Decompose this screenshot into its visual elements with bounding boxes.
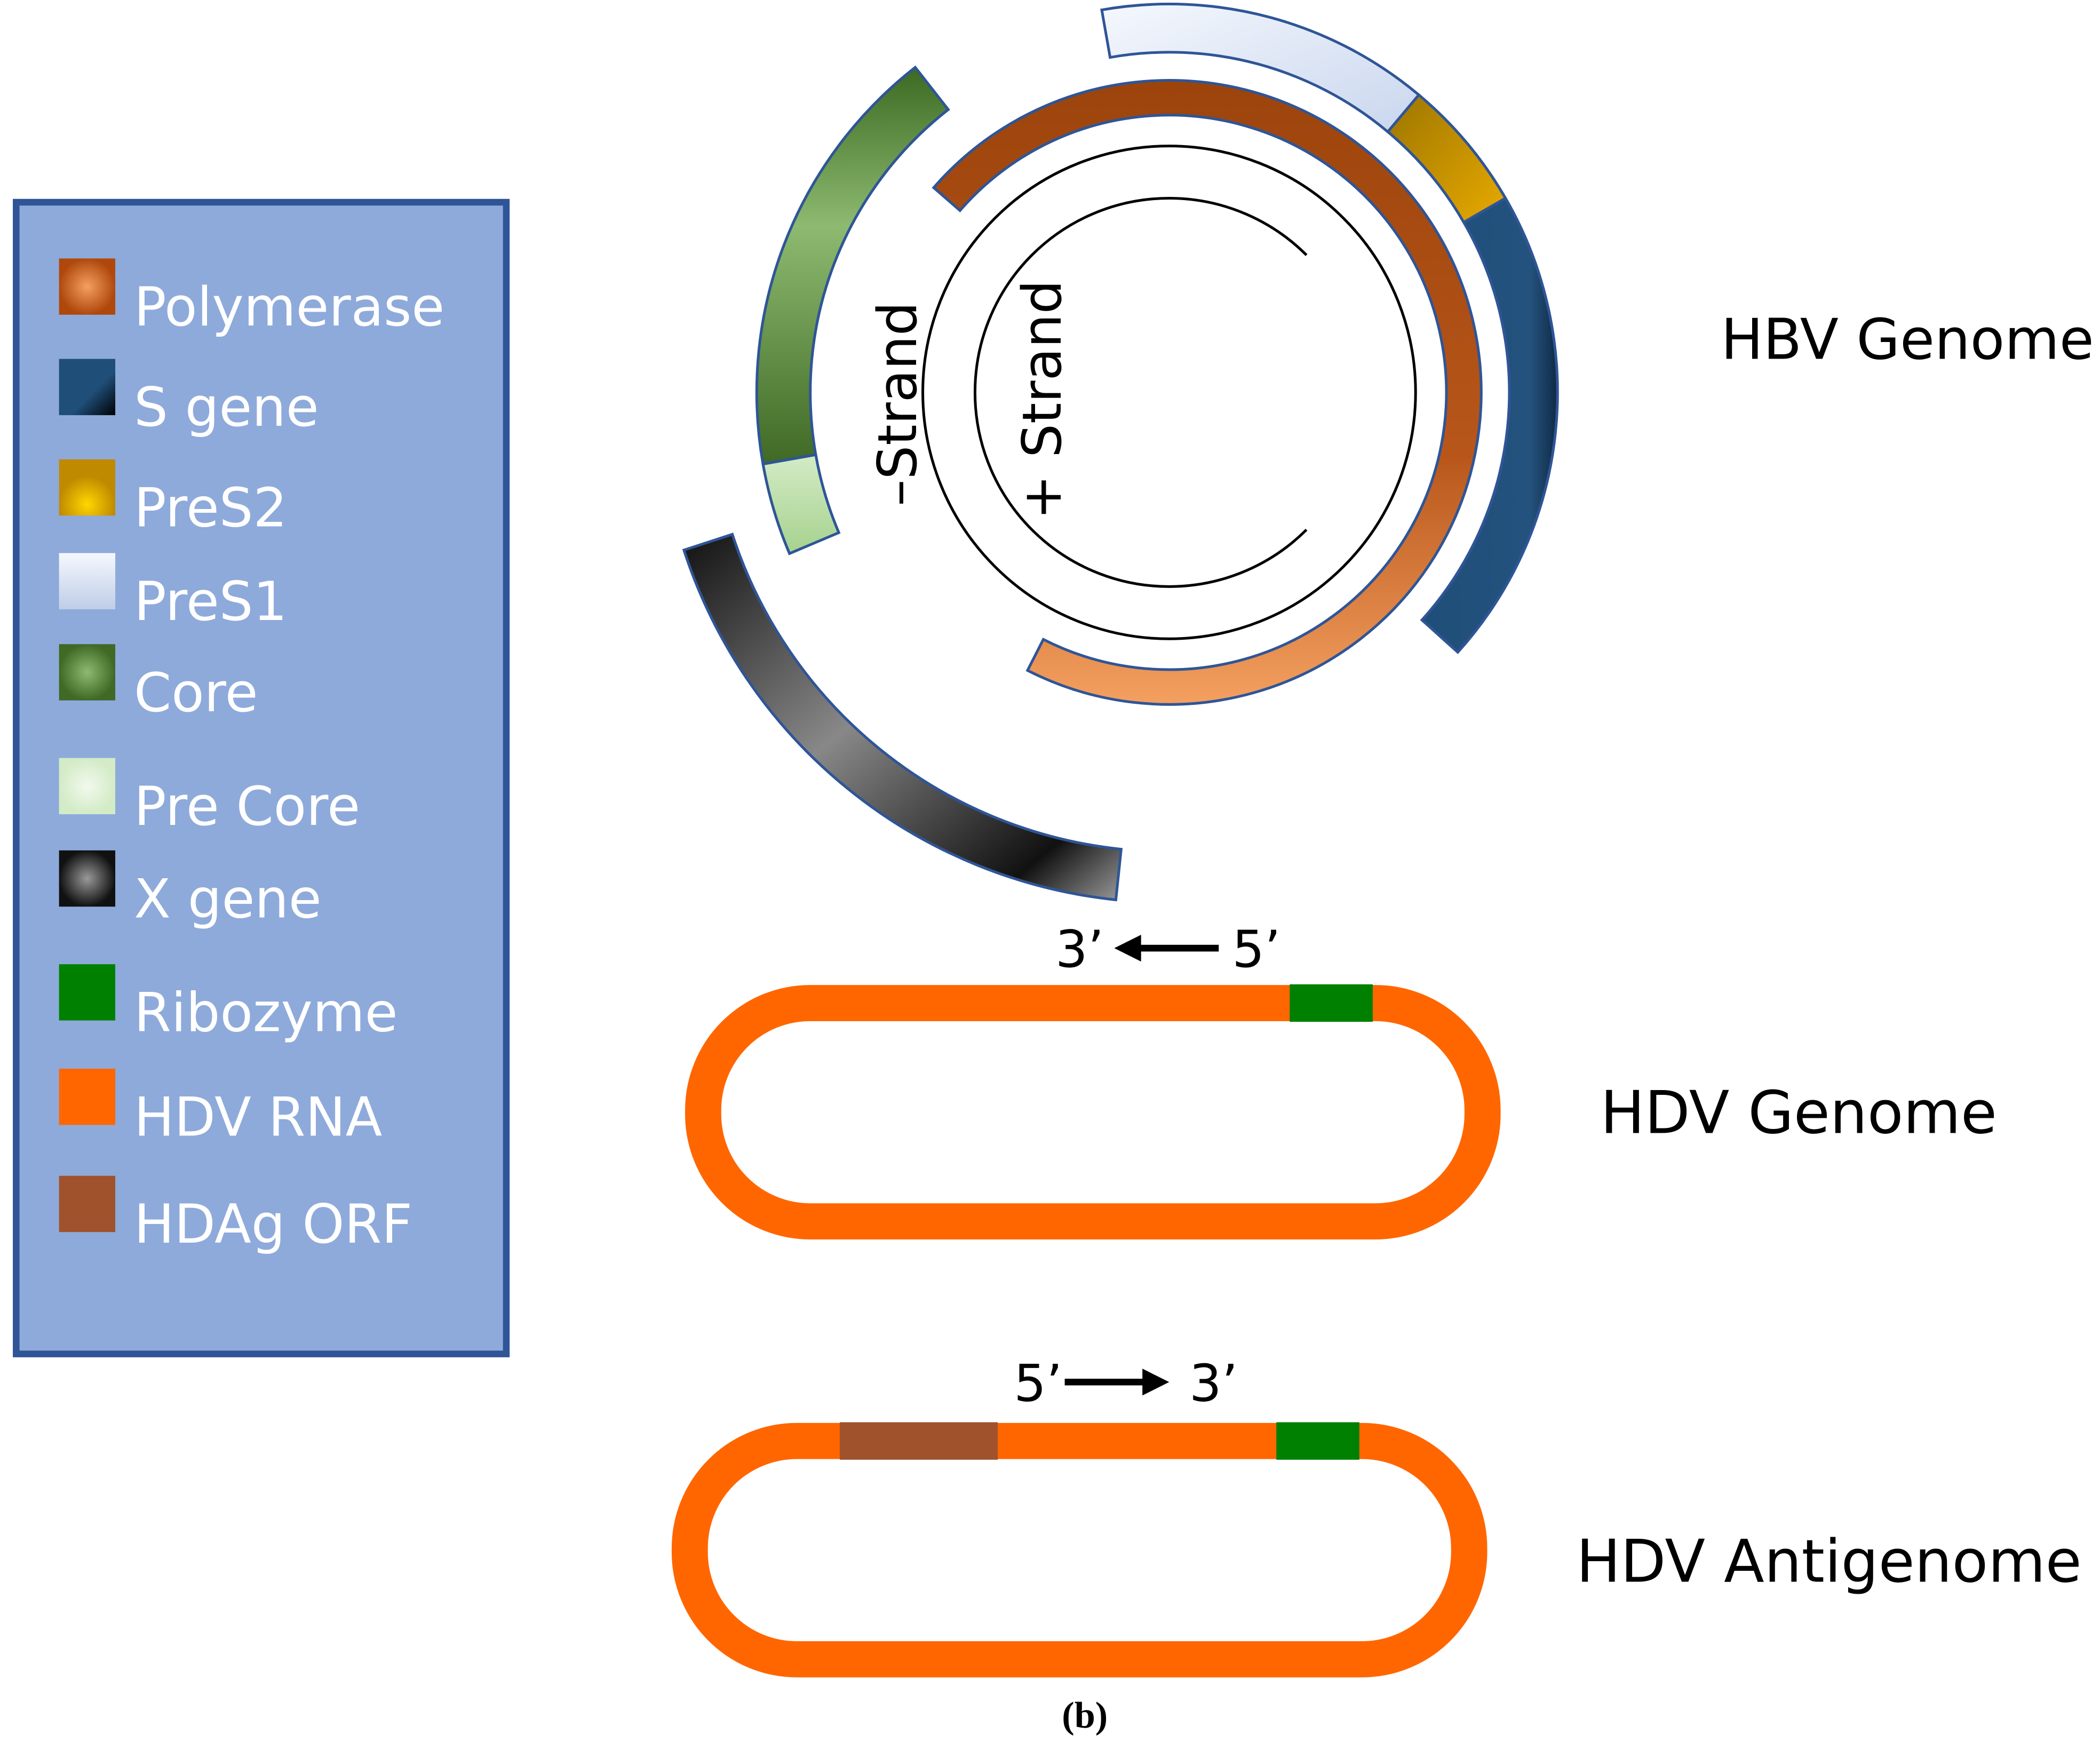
legend-item-hdag-orf: HDAg ORF: [59, 1175, 412, 1255]
legend-label: PreS2: [134, 476, 287, 539]
legend-swatch: [59, 359, 116, 416]
legend-label: HDAg ORF: [134, 1193, 412, 1255]
legend-item-s-gene: S gene: [59, 359, 319, 439]
plus-strand-arc: [973, 196, 1308, 588]
ribozyme-segment: [1276, 1422, 1359, 1460]
antigenome-5-prime: 5’: [1014, 1354, 1062, 1413]
x-gene-arc: [682, 532, 1123, 902]
genome-5-prime: 5’: [1232, 920, 1280, 979]
genome-3-prime: 3’: [1055, 920, 1104, 979]
hdag-orf-segment: [839, 1422, 998, 1460]
legend-label: X gene: [134, 868, 322, 930]
legend-item-ribozyme: Ribozyme: [59, 964, 398, 1044]
legend-swatch: [59, 644, 116, 701]
antigenome-3-prime: 3’: [1189, 1354, 1238, 1413]
legend-label: Core: [134, 662, 258, 724]
figure-caption: (b): [1062, 1695, 1108, 1736]
legend-swatch: [59, 850, 116, 907]
arrow-left-icon: [1114, 934, 1141, 962]
hdv-rna-loop: [685, 985, 1501, 1239]
legend-item-pre-core: Pre Core: [59, 758, 360, 838]
legend-swatch: [59, 459, 116, 516]
hbv-title: HBV Genome: [1721, 307, 2094, 372]
legend-item-pres2: PreS2: [59, 459, 287, 539]
legend-label: PreS1: [134, 570, 287, 633]
legend-swatch: [59, 1068, 116, 1125]
minus-strand-label: –Strand: [866, 301, 929, 506]
ribozyme-segment: [1290, 984, 1373, 1022]
legend-item-pres1: PreS1: [59, 553, 287, 633]
legend-label: S gene: [134, 376, 319, 439]
legend-item-core: Core: [59, 644, 258, 724]
hdv-rna-loop: [671, 1422, 1488, 1678]
pre-core-arc: [761, 453, 841, 555]
s-gene-arc: [1420, 196, 1559, 655]
legend-label: Pre Core: [134, 775, 360, 838]
legend-label: HDV RNA: [134, 1086, 382, 1148]
hdv-genome-title: HDV Genome: [1601, 1078, 1997, 1147]
minus-strand-circle: [921, 145, 1417, 640]
legend-item-x-gene: X gene: [59, 850, 322, 930]
hdv-genome: 3’ 5’ HDV Genome: [685, 920, 1997, 1239]
legend-label: Polymerase: [134, 276, 444, 338]
hdv-antigenome: 5’ 3’ HDV Antigenome: [671, 1354, 2082, 1678]
legend-swatch: [59, 758, 116, 815]
polymerase-arc: [932, 79, 1483, 706]
legend-item-hdv-rna: HDV RNA: [59, 1068, 382, 1148]
legend-item-polymerase: Polymerase: [59, 258, 444, 338]
legend-swatch: [59, 1175, 116, 1233]
core-arc: [755, 65, 950, 466]
legend-swatch: [59, 258, 116, 315]
plus-strand-label: + Strand: [1011, 280, 1073, 520]
legend-swatch: [59, 964, 116, 1021]
hbv-genome: [682, 3, 1559, 902]
legend: Polymerase S gene PreS2 PreS1 Core Pre Core X …: [13, 198, 510, 1357]
arrow-right-icon: [1142, 1369, 1170, 1396]
hdv-antigenome-title: HDV Antigenome: [1576, 1527, 2081, 1596]
legend-label: Ribozyme: [134, 982, 397, 1044]
legend-swatch: [59, 553, 116, 610]
